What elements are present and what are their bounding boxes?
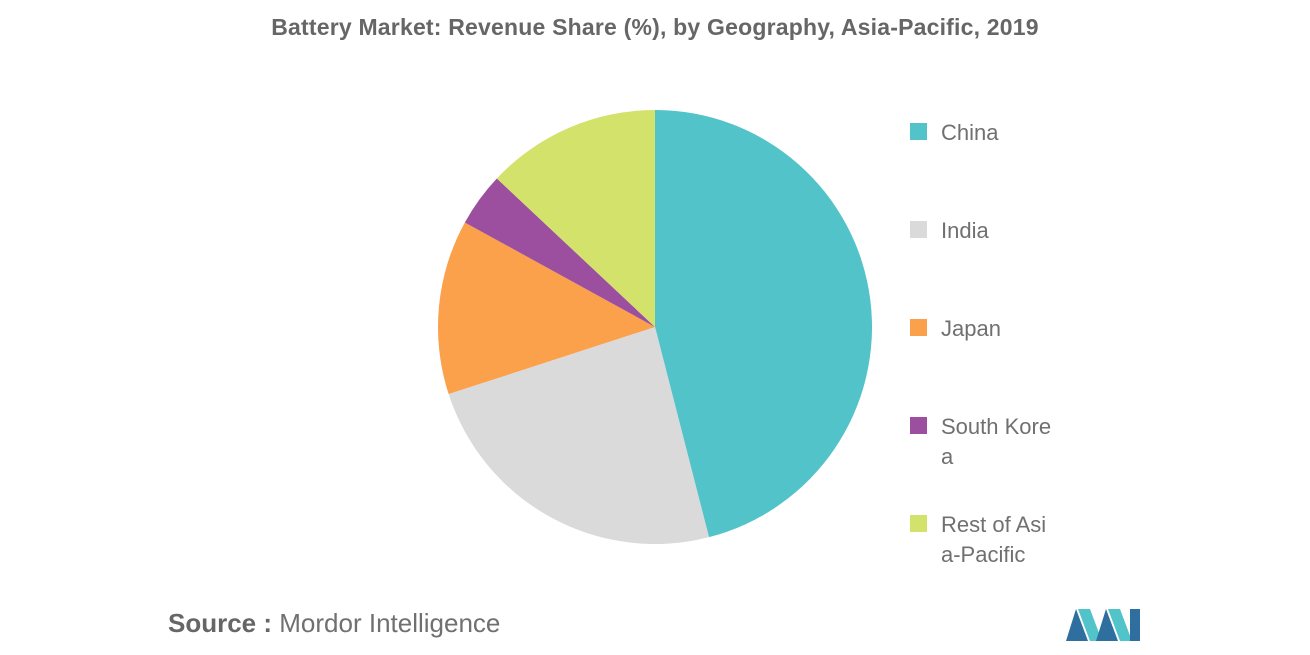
legend-label: China <box>941 120 999 145</box>
legend-item: Rest of Asia-Pacific <box>910 510 1056 570</box>
legend-item: Japan <box>910 314 1056 344</box>
pie-slice-japan <box>437 222 655 395</box>
legend-item: China <box>910 118 1056 148</box>
pie-slice-south-korea <box>464 178 655 327</box>
legend-swatch <box>910 417 927 434</box>
legend-swatch <box>910 123 927 140</box>
legend-item: South Korea <box>910 412 1056 472</box>
pie-slice-india <box>448 327 709 545</box>
legend-label: South Korea <box>941 414 1052 469</box>
legend-label: Rest of Asia-Pacific <box>941 512 1047 567</box>
legend-label: Japan <box>941 316 1001 341</box>
source-note: Source : Mordor Intelligence <box>168 608 500 639</box>
legend-label: India <box>941 218 989 243</box>
chart-title: Battery Market: Revenue Share (%), by Ge… <box>271 14 1039 40</box>
legend-item: India <box>910 216 1056 246</box>
legend-swatch <box>910 221 927 238</box>
source-text: Mordor Intelligence <box>279 608 501 638</box>
source-label: Source : <box>168 608 273 638</box>
pie-slice-rest-of-asia-pacific <box>496 110 655 327</box>
legend-swatch <box>910 319 927 336</box>
legend-swatch <box>910 515 927 532</box>
mordor-intelligence-logo-icon <box>1066 609 1140 641</box>
pie-slice-china <box>655 110 872 538</box>
